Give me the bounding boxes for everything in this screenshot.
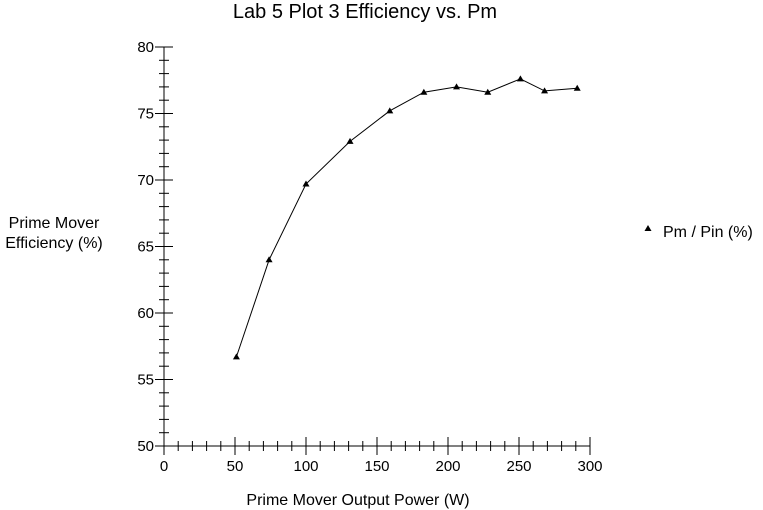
data-point-marker: [265, 256, 273, 263]
chart-title: Lab 5 Plot 3 Efficiency vs. Pm: [233, 1, 497, 23]
series-markers: [232, 75, 581, 360]
x-axis: 0 50 100 150 200 250 300: [160, 437, 603, 475]
y-tick-label: 50: [137, 438, 154, 455]
data-point-marker: [541, 87, 549, 94]
data-point-marker: [420, 88, 428, 95]
y-tick-label: 70: [137, 172, 154, 189]
y-tick-label: 65: [137, 239, 154, 256]
legend: Pm / Pin (%): [644, 224, 753, 241]
x-tick-label: 100: [293, 458, 318, 475]
x-tick-label: 150: [364, 458, 389, 475]
x-tick-label: 300: [577, 458, 602, 475]
data-point-marker: [232, 353, 240, 360]
data-point-marker: [484, 88, 492, 95]
y-axis-label-line1: Prime Mover: [9, 215, 100, 232]
x-tick-label: 0: [160, 458, 168, 475]
y-tick-label: 55: [137, 372, 154, 389]
y-tick-label: 80: [137, 39, 154, 56]
data-point-marker: [302, 180, 310, 187]
x-tick-label: 200: [435, 458, 460, 475]
legend-label: Pm / Pin (%): [663, 224, 753, 241]
data-point-marker: [573, 84, 581, 91]
x-tick-label: 250: [506, 458, 531, 475]
x-tick-label: 50: [227, 458, 244, 475]
x-axis-label: Prime Mover Output Power (W): [246, 492, 469, 509]
series-line: [235, 78, 578, 358]
legend-marker-icon: [644, 225, 652, 231]
y-axis: 50 55 60 65 70 75 80: [137, 39, 173, 455]
data-point-marker: [516, 75, 524, 82]
data-point-marker: [386, 107, 394, 114]
data-point-marker: [346, 137, 354, 144]
data-point-marker: [453, 83, 461, 90]
y-tick-label: 75: [137, 106, 154, 123]
y-axis-label-line2: Efficiency (%): [5, 235, 103, 252]
y-tick-label: 60: [137, 305, 154, 322]
